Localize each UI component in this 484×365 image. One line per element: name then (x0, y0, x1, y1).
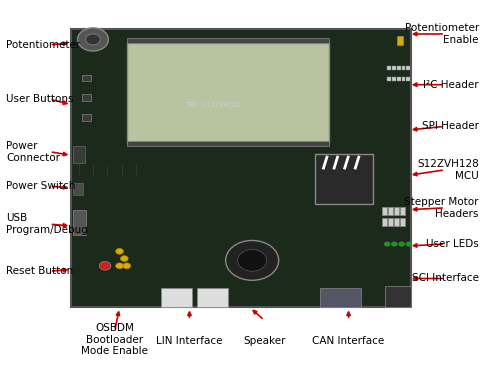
Text: OSBDM
Bootloader
Mode Enable: OSBDM Bootloader Mode Enable (81, 323, 148, 356)
Bar (381, 207, 386, 215)
Text: Stepper Motor
Headers: Stepper Motor Headers (404, 197, 478, 219)
Circle shape (405, 242, 411, 246)
Text: CAN Interface: CAN Interface (312, 335, 384, 346)
Bar (319, 288, 360, 307)
Circle shape (116, 263, 123, 269)
Bar (73, 182, 83, 195)
Text: USB
Program/Debug: USB Program/Debug (6, 214, 88, 235)
Text: Speaker: Speaker (242, 335, 285, 346)
Bar (396, 66, 400, 70)
Bar (384, 286, 410, 307)
Text: TRK-S12ZVH128: TRK-S12ZVH128 (185, 101, 241, 108)
Text: User Buttons: User Buttons (6, 94, 74, 104)
Bar (197, 288, 227, 307)
Bar (126, 43, 329, 143)
Circle shape (86, 34, 100, 45)
Circle shape (237, 250, 266, 271)
Bar (399, 218, 404, 226)
Circle shape (398, 242, 404, 246)
Circle shape (225, 241, 278, 280)
Text: Power Switch: Power Switch (6, 181, 76, 191)
Bar (126, 38, 329, 43)
Bar (73, 210, 86, 235)
Text: Potentiometer: Potentiometer (6, 40, 80, 50)
Bar (406, 77, 409, 81)
Circle shape (116, 249, 123, 254)
Bar (391, 77, 395, 81)
Text: Power
Connector: Power Connector (6, 141, 60, 162)
Bar (386, 66, 390, 70)
Bar (126, 141, 329, 146)
Text: SPI Header: SPI Header (421, 121, 478, 131)
Bar (160, 288, 192, 307)
Bar (399, 207, 404, 215)
Bar (401, 77, 405, 81)
Circle shape (383, 242, 389, 246)
Bar (386, 77, 390, 81)
Bar (314, 154, 372, 204)
Bar (82, 74, 91, 81)
Bar (387, 207, 392, 215)
Bar (387, 218, 392, 226)
Bar (396, 77, 400, 81)
Bar (71, 28, 410, 307)
Text: I²C Header: I²C Header (423, 80, 478, 90)
Bar (391, 66, 395, 70)
Text: S12ZVH128
MCU: S12ZVH128 MCU (416, 159, 478, 181)
Bar (82, 95, 91, 101)
Circle shape (99, 261, 111, 270)
Circle shape (77, 28, 108, 51)
Bar (393, 207, 398, 215)
Text: LIN Interface: LIN Interface (156, 335, 222, 346)
Bar (393, 218, 398, 226)
Bar (396, 36, 402, 45)
Circle shape (391, 242, 396, 246)
Text: Potentiometer
Enable: Potentiometer Enable (404, 23, 478, 45)
Text: Reset Button: Reset Button (6, 266, 73, 276)
Bar (381, 218, 386, 226)
Circle shape (122, 263, 130, 269)
Bar (82, 114, 91, 121)
Text: User LEDs: User LEDs (425, 239, 478, 249)
Bar (401, 66, 405, 70)
Bar (406, 66, 409, 70)
Text: SCI Interface: SCI Interface (411, 273, 478, 284)
Bar (73, 146, 85, 162)
Circle shape (120, 255, 128, 261)
